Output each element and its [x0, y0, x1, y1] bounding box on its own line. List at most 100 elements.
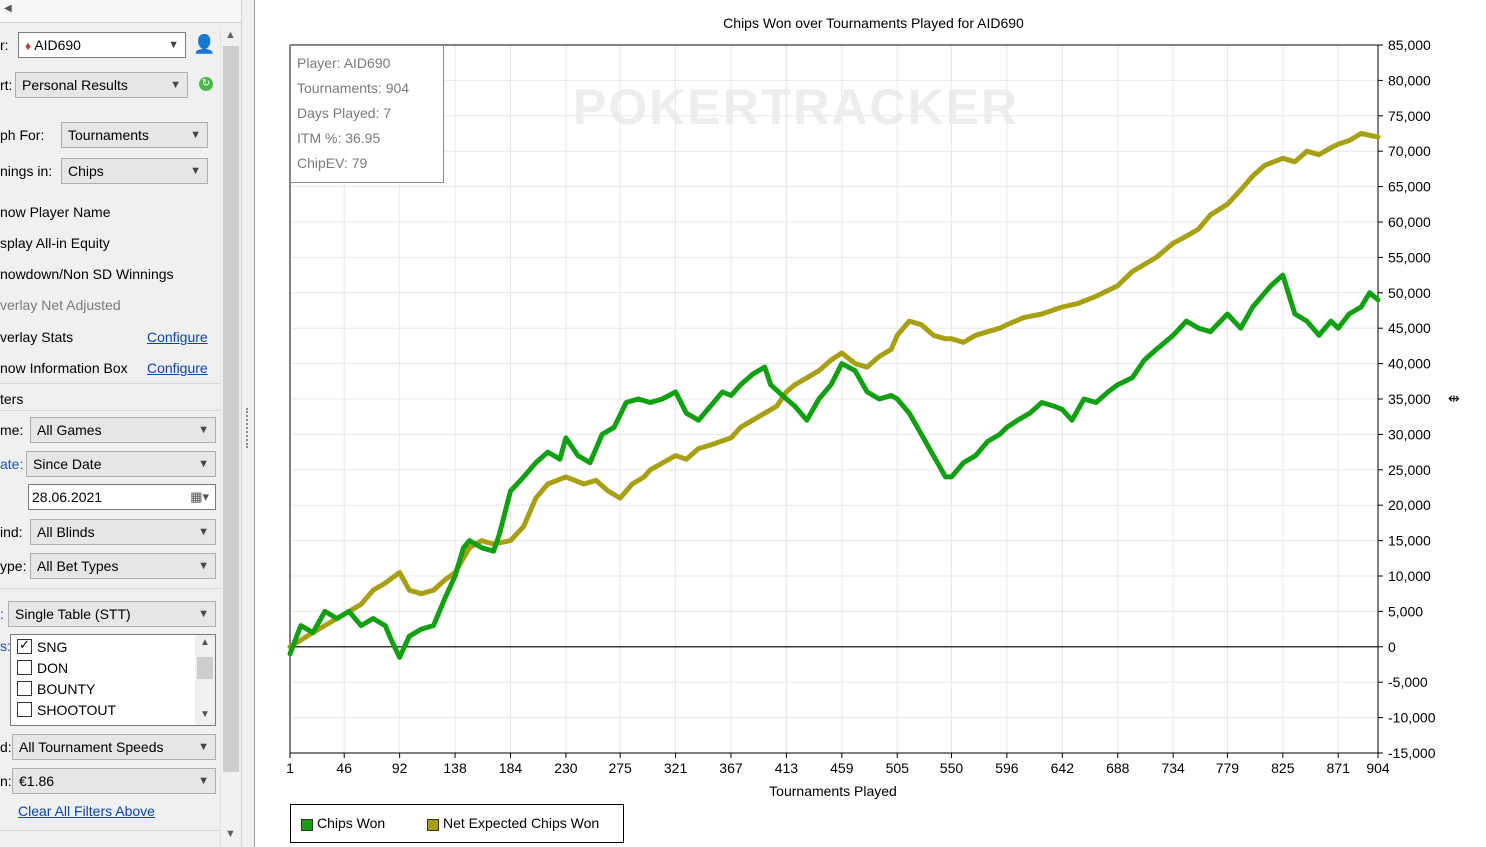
checkbox[interactable]: [17, 702, 32, 717]
refresh-icon[interactable]: ↻: [199, 77, 213, 91]
data-point: [1040, 312, 1044, 316]
option-overlay-stats[interactable]: verlay Stats: [0, 329, 74, 345]
data-point: [784, 390, 788, 394]
data-point: [1171, 333, 1175, 337]
tournament-type-list[interactable]: SNG DON BOUNTY SHOOTOUT ▲ ▼: [10, 634, 216, 726]
x-tick-label: 779: [1216, 760, 1240, 776]
data-point: [1184, 234, 1188, 238]
data-point: [1336, 326, 1340, 330]
configure-overlay-stats-link[interactable]: Configure: [147, 329, 208, 345]
list-item[interactable]: DON: [17, 660, 68, 676]
data-point: [805, 376, 809, 380]
winnings-select[interactable]: Chips ▼: [61, 158, 208, 184]
user-icon[interactable]: 👤: [193, 34, 216, 54]
data-point: [1305, 319, 1309, 323]
data-point: [1106, 390, 1110, 394]
configure-information-box-link[interactable]: Configure: [147, 360, 208, 376]
data-point: [949, 475, 953, 479]
data-point: [739, 425, 743, 429]
data-point: [648, 468, 652, 472]
data-point: [522, 475, 526, 479]
data-point: [480, 539, 484, 543]
list-item[interactable]: SHOOTOUT: [17, 702, 116, 718]
x-tick-label: 825: [1271, 760, 1295, 776]
sidebar-scrollbar[interactable]: ▲ ▼: [220, 26, 241, 847]
y-tick-label: 45,000: [1388, 320, 1431, 336]
data-point: [998, 326, 1002, 330]
y-tick-label: 70,000: [1388, 143, 1431, 159]
scroll-down-icon[interactable]: ▼: [200, 709, 210, 720]
data-point: [919, 323, 923, 327]
chevron-down-icon: ▼: [198, 775, 209, 787]
checkbox[interactable]: [17, 660, 32, 675]
list-scrollbar[interactable]: ▲ ▼: [195, 635, 215, 725]
sidebar-scroll-thumb[interactable]: [223, 46, 239, 772]
y-tick-label: 75,000: [1388, 108, 1431, 124]
player-select[interactable]: ♦ AID690 ▼: [18, 32, 186, 58]
date-select[interactable]: Since Date ▼: [26, 451, 216, 477]
table-select[interactable]: Single Table (STT) ▼: [8, 601, 216, 627]
graph-for-select[interactable]: Tournaments ▼: [61, 122, 208, 148]
x-tick-label: 321: [664, 760, 688, 776]
data-point: [1070, 418, 1074, 422]
scroll-left-icon[interactable]: ◀: [4, 3, 12, 14]
report-select[interactable]: Personal Results ▼: [15, 72, 188, 98]
splitter-grip[interactable]: [246, 408, 250, 448]
data-point: [398, 570, 402, 574]
data-point: [962, 340, 966, 344]
data-point: [949, 337, 953, 341]
y-tick-label: 5,000: [1388, 603, 1423, 619]
watermark-logo: POKERTRACKER: [573, 79, 1019, 135]
data-point: [1376, 298, 1380, 302]
data-point: [1293, 160, 1297, 164]
info-tournaments: Tournaments: 904: [297, 80, 410, 96]
x-axis-ticks: 1 46 92 138 184 230 275 321 367 413 459 505 550 596 64…: [286, 753, 1390, 776]
checkbox[interactable]: [17, 637, 32, 654]
data-point: [974, 454, 978, 458]
data-point: [660, 397, 664, 401]
list-item[interactable]: SNG: [17, 637, 67, 655]
data-point: [1263, 163, 1267, 167]
data-point: [636, 397, 640, 401]
top-scroll-strip[interactable]: ◀: [0, 0, 241, 23]
data-point: [1142, 358, 1146, 362]
clear-filters-link[interactable]: Clear All Filters Above: [18, 803, 155, 819]
option-allin-equity[interactable]: splay All-in Equity: [0, 235, 110, 251]
list-item[interactable]: BOUNTY: [17, 681, 95, 697]
data-point: [546, 482, 550, 486]
option-information-box[interactable]: now Information Box: [0, 360, 128, 376]
info-player: Player: AID690: [297, 55, 391, 71]
series-chips-won: [287, 272, 1381, 660]
option-player-name[interactable]: now Player Name: [0, 204, 111, 220]
y-tick-label: 35,000: [1388, 391, 1431, 407]
data-point: [594, 478, 598, 482]
game-select[interactable]: All Games ▼: [30, 417, 216, 443]
date-input[interactable]: 28.06.2021 ▦▾: [28, 484, 216, 510]
data-point: [1142, 262, 1146, 266]
scroll-up-icon[interactable]: ▲: [200, 637, 210, 648]
checkbox[interactable]: [17, 681, 32, 696]
x-tick-label: 138: [443, 760, 467, 776]
buyin-select[interactable]: €1.86 ▼: [12, 768, 216, 794]
data-point: [642, 475, 646, 479]
information-box: Player: AID690 Tournaments: 904 Days Pla…: [290, 45, 444, 183]
calendar-icon[interactable]: ▦▾: [190, 489, 209, 504]
data-point: [371, 616, 375, 620]
speed-select[interactable]: All Tournament Speeds ▼: [12, 734, 216, 760]
data-point: [919, 432, 923, 436]
info-days-played: Days Played: 7: [297, 105, 392, 121]
scroll-down-icon[interactable]: ▼: [225, 828, 236, 840]
y-tick-label: 50,000: [1388, 285, 1431, 301]
scroll-up-icon[interactable]: ▲: [225, 29, 236, 41]
data-point: [907, 319, 911, 323]
data-point: [986, 439, 990, 443]
list-scroll-thumb[interactable]: [197, 657, 213, 679]
y-tick-label: -5,000: [1388, 674, 1428, 690]
player-select-value: AID690: [34, 37, 81, 53]
bettype-select[interactable]: All Bet Types ▼: [30, 553, 216, 579]
buyin-label: n:: [0, 773, 12, 789]
blind-select[interactable]: All Blinds ▼: [30, 519, 216, 545]
x-tick-label: 505: [886, 760, 910, 776]
option-showdown-winnings[interactable]: nowdown/Non SD Winnings: [0, 266, 174, 282]
panel-splitter[interactable]: [241, 0, 255, 847]
